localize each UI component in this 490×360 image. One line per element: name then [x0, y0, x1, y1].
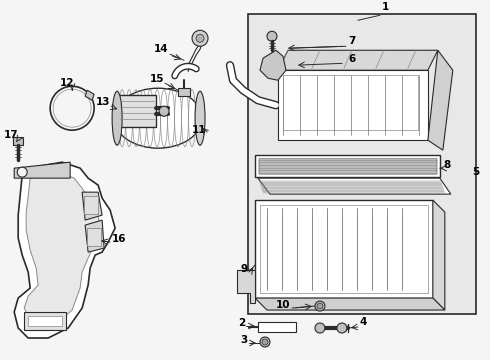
Circle shape: [337, 323, 347, 333]
Text: 8: 8: [444, 160, 451, 170]
Polygon shape: [82, 192, 102, 220]
Bar: [84, 196, 98, 214]
Ellipse shape: [114, 88, 202, 148]
Polygon shape: [260, 50, 286, 80]
Bar: [248, 14, 476, 314]
Text: 17: 17: [4, 130, 19, 140]
Text: 13: 13: [96, 97, 110, 107]
Polygon shape: [85, 220, 104, 252]
Text: 16: 16: [112, 234, 126, 244]
Ellipse shape: [195, 91, 205, 145]
Text: 7: 7: [348, 36, 355, 46]
Circle shape: [267, 31, 277, 41]
Bar: [255, 200, 433, 298]
Text: 4: 4: [360, 317, 368, 327]
Bar: [13, 137, 23, 145]
Circle shape: [192, 30, 208, 46]
Circle shape: [159, 106, 169, 116]
Text: 2: 2: [238, 318, 245, 328]
Circle shape: [260, 337, 270, 347]
Bar: [118, 95, 156, 127]
Text: 3: 3: [241, 335, 248, 345]
Circle shape: [317, 303, 323, 309]
Text: 12: 12: [60, 78, 74, 88]
Bar: [28, 316, 62, 326]
Text: 10: 10: [275, 300, 290, 310]
Polygon shape: [14, 162, 115, 338]
Circle shape: [196, 34, 204, 42]
Text: 6: 6: [348, 54, 355, 64]
Polygon shape: [85, 90, 94, 100]
Polygon shape: [428, 50, 453, 150]
Circle shape: [262, 339, 268, 345]
Polygon shape: [24, 172, 100, 325]
Text: 5: 5: [472, 167, 480, 177]
Polygon shape: [258, 178, 451, 194]
Bar: [24, 312, 66, 330]
Circle shape: [315, 323, 325, 333]
Bar: [283, 75, 418, 130]
Bar: [255, 155, 440, 177]
Text: 11: 11: [192, 125, 206, 135]
Circle shape: [315, 301, 325, 311]
Polygon shape: [278, 50, 438, 70]
Text: 14: 14: [153, 44, 168, 54]
Polygon shape: [237, 270, 255, 303]
Circle shape: [17, 167, 27, 177]
Polygon shape: [433, 200, 445, 310]
Text: 15: 15: [149, 74, 164, 84]
Polygon shape: [255, 298, 445, 310]
Text: 1: 1: [382, 2, 389, 12]
Bar: [258, 322, 296, 332]
Polygon shape: [278, 70, 428, 140]
Bar: [87, 228, 101, 246]
Ellipse shape: [112, 91, 122, 145]
Bar: [260, 205, 428, 293]
Bar: [178, 88, 190, 96]
Text: 9: 9: [241, 264, 248, 274]
Bar: [259, 158, 436, 174]
Polygon shape: [14, 162, 70, 178]
